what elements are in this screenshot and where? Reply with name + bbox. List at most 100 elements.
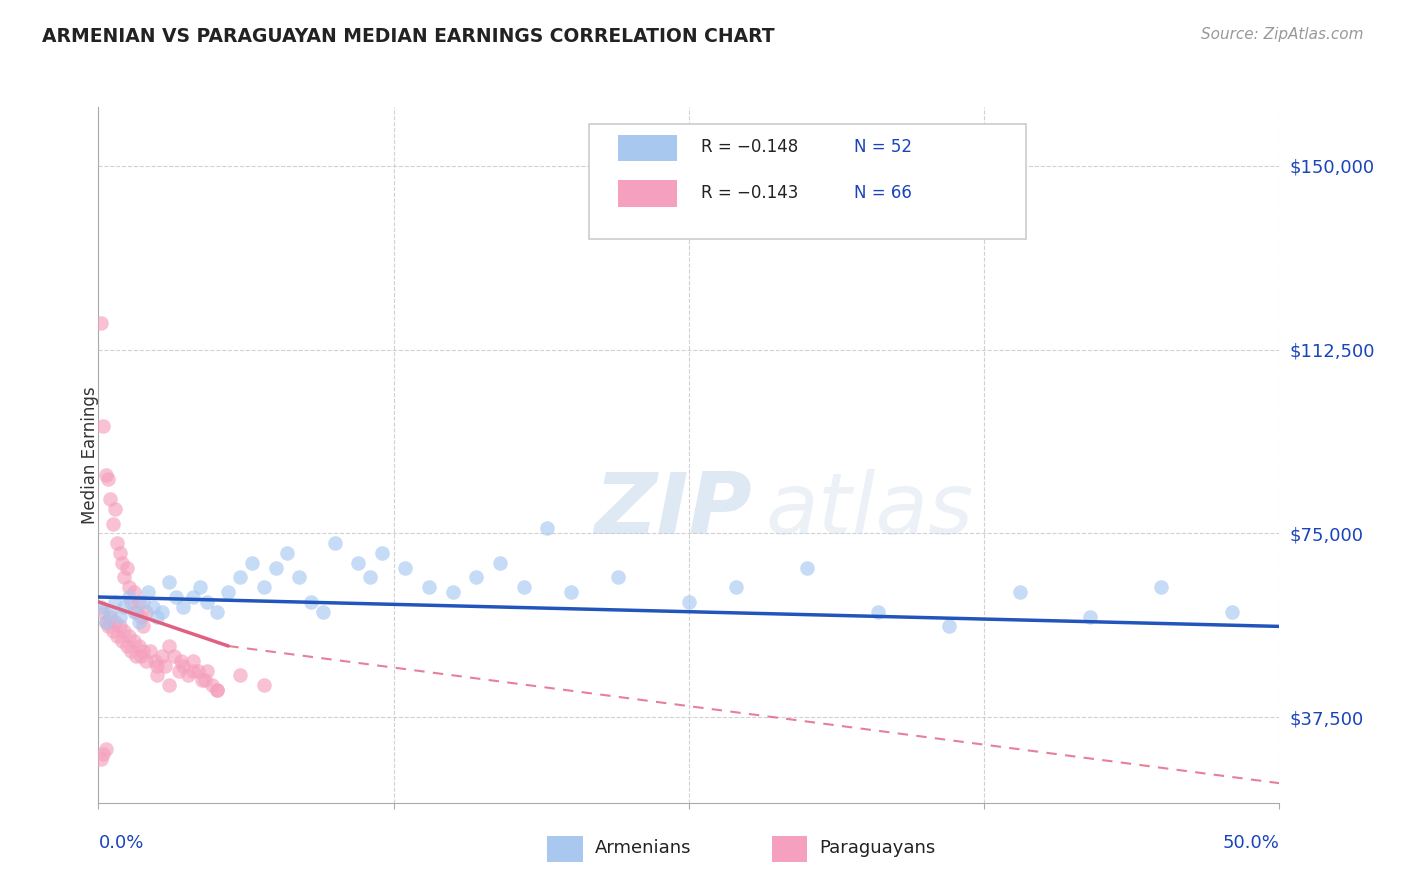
Point: [101, 624, 124, 639]
Point: [253, 580, 276, 594]
Point: [359, 570, 381, 584]
Point: [118, 580, 141, 594]
Point: [105, 536, 128, 550]
Point: [181, 654, 204, 668]
Point: [125, 605, 148, 619]
Point: [125, 648, 148, 663]
Point: [1008, 585, 1031, 599]
Point: [796, 560, 818, 574]
Point: [512, 580, 534, 594]
Point: [441, 585, 464, 599]
Point: [153, 658, 176, 673]
Point: [139, 644, 162, 658]
Point: [112, 599, 135, 614]
Point: [91, 747, 114, 761]
Point: [172, 658, 194, 673]
Point: [90, 316, 112, 330]
Point: [118, 590, 141, 604]
Text: ARMENIAN VS PARAGUAYAN MEDIAN EARNINGS CORRELATION CHART: ARMENIAN VS PARAGUAYAN MEDIAN EARNINGS C…: [42, 27, 775, 45]
Text: Source: ZipAtlas.com: Source: ZipAtlas.com: [1201, 27, 1364, 42]
FancyBboxPatch shape: [547, 836, 582, 862]
Text: 50.0%: 50.0%: [1223, 834, 1279, 852]
Point: [129, 609, 152, 624]
Point: [104, 615, 127, 629]
Point: [108, 609, 131, 624]
Point: [122, 585, 145, 599]
Point: [90, 599, 112, 614]
Point: [150, 605, 173, 619]
Point: [129, 648, 152, 663]
Point: [725, 580, 748, 594]
Point: [188, 580, 211, 594]
Point: [1080, 609, 1102, 624]
Point: [170, 654, 193, 668]
Point: [536, 521, 558, 535]
FancyBboxPatch shape: [772, 836, 807, 862]
Point: [323, 536, 346, 550]
Point: [104, 595, 127, 609]
Point: [264, 560, 287, 574]
Point: [607, 570, 630, 584]
Point: [465, 570, 488, 584]
Point: [167, 664, 190, 678]
Point: [97, 472, 120, 486]
Point: [866, 605, 889, 619]
Point: [150, 648, 173, 663]
Y-axis label: Median Earnings: Median Earnings: [82, 386, 98, 524]
Point: [90, 752, 112, 766]
Point: [122, 634, 145, 648]
Point: [229, 668, 252, 682]
Point: [128, 595, 150, 609]
Point: [132, 595, 155, 609]
Point: [1150, 580, 1173, 594]
Point: [560, 585, 582, 599]
Point: [105, 629, 128, 643]
Point: [135, 605, 157, 619]
Point: [489, 556, 512, 570]
Point: [132, 619, 155, 633]
Point: [347, 556, 370, 570]
Point: [678, 595, 700, 609]
Point: [135, 654, 157, 668]
Point: [146, 668, 169, 682]
Point: [108, 619, 131, 633]
Point: [187, 664, 209, 678]
Point: [108, 546, 131, 560]
Point: [217, 585, 239, 599]
Point: [201, 678, 224, 692]
FancyBboxPatch shape: [619, 180, 678, 207]
Point: [181, 664, 204, 678]
Point: [157, 575, 180, 590]
Point: [94, 615, 117, 629]
Point: [112, 570, 135, 584]
Point: [177, 668, 200, 682]
Point: [112, 624, 135, 639]
Point: [115, 639, 138, 653]
Point: [143, 654, 166, 668]
Text: R = −0.143: R = −0.143: [700, 184, 799, 202]
Point: [240, 556, 263, 570]
Point: [172, 599, 194, 614]
FancyBboxPatch shape: [589, 124, 1025, 239]
Point: [418, 580, 440, 594]
Point: [128, 639, 150, 653]
Point: [276, 546, 298, 560]
Point: [101, 516, 124, 531]
Point: [146, 658, 169, 673]
Point: [94, 467, 117, 482]
Point: [299, 595, 322, 609]
Point: [115, 560, 138, 574]
Point: [94, 615, 117, 629]
Point: [938, 619, 960, 633]
Point: [312, 605, 335, 619]
Text: R = −0.148: R = −0.148: [700, 138, 799, 156]
Point: [111, 556, 134, 570]
Point: [194, 673, 217, 688]
Point: [195, 664, 218, 678]
Text: N = 52: N = 52: [855, 138, 912, 156]
Point: [104, 501, 127, 516]
Point: [288, 570, 311, 584]
Point: [163, 648, 186, 663]
Point: [205, 605, 228, 619]
Text: Paraguayans: Paraguayans: [818, 839, 935, 857]
